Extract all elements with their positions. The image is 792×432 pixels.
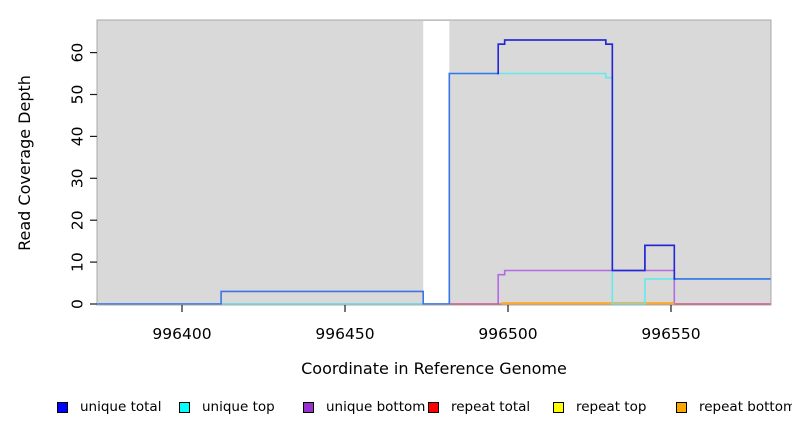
legend-label: unique total: [80, 399, 162, 415]
y-tick-label: 50: [69, 85, 87, 105]
plot-panel-border: [96, 19, 772, 306]
series-lines: [97, 39, 771, 305]
chart-legend: unique total unique top unique bottom repea…: [0, 398, 792, 422]
legend-item-repeat-bottom: repeat bottom: [676, 398, 792, 416]
x-axis: 996400 996450 996500 996550: [152, 305, 701, 343]
legend-item-unique-bottom: unique bottom: [303, 398, 425, 416]
legend-label: repeat bottom: [699, 399, 792, 415]
series-line-unique-bottom: [97, 269, 771, 305]
x-tick-label: 996500: [478, 325, 537, 343]
repeat-bottom-swatch-icon: [676, 401, 687, 413]
y-tick-label: 0: [69, 299, 87, 309]
repeat-top-swatch-icon: [553, 401, 564, 413]
x-tick-label: 996400: [152, 325, 211, 343]
unique-total-swatch-icon: [57, 401, 68, 413]
series-line-unique-total-plateau: [497, 39, 676, 280]
y-axis: 0 10 20 30 40 50 60: [69, 43, 97, 309]
y-tick-label: 30: [69, 168, 87, 188]
legend-item-unique-total: unique total: [57, 398, 161, 416]
legend-item-repeat-total: repeat total: [428, 398, 530, 416]
y-axis-title: Read Coverage Depth: [15, 75, 34, 251]
x-tick-label: 996550: [641, 325, 700, 343]
repeat-total-swatch-icon: [428, 401, 439, 413]
legend-label: unique bottom: [326, 399, 426, 415]
legend-label: repeat top: [576, 399, 647, 415]
legend-label: unique top: [202, 399, 275, 415]
y-tick-label: 10: [69, 252, 87, 272]
unique-top-swatch-icon: [179, 401, 190, 413]
masked-region-band: [423, 21, 450, 305]
legend-label: repeat total: [451, 399, 531, 415]
x-axis-title: Coordinate in Reference Genome: [301, 359, 567, 378]
legend-item-repeat-top: repeat top: [553, 398, 646, 416]
y-tick-label: 60: [69, 43, 87, 63]
y-tick-label: 40: [69, 127, 87, 147]
unique-bottom-swatch-icon: [303, 401, 314, 413]
x-tick-label: 996450: [315, 325, 374, 343]
legend-item-unique-top: unique top: [179, 398, 275, 416]
y-tick-label: 20: [69, 210, 87, 230]
